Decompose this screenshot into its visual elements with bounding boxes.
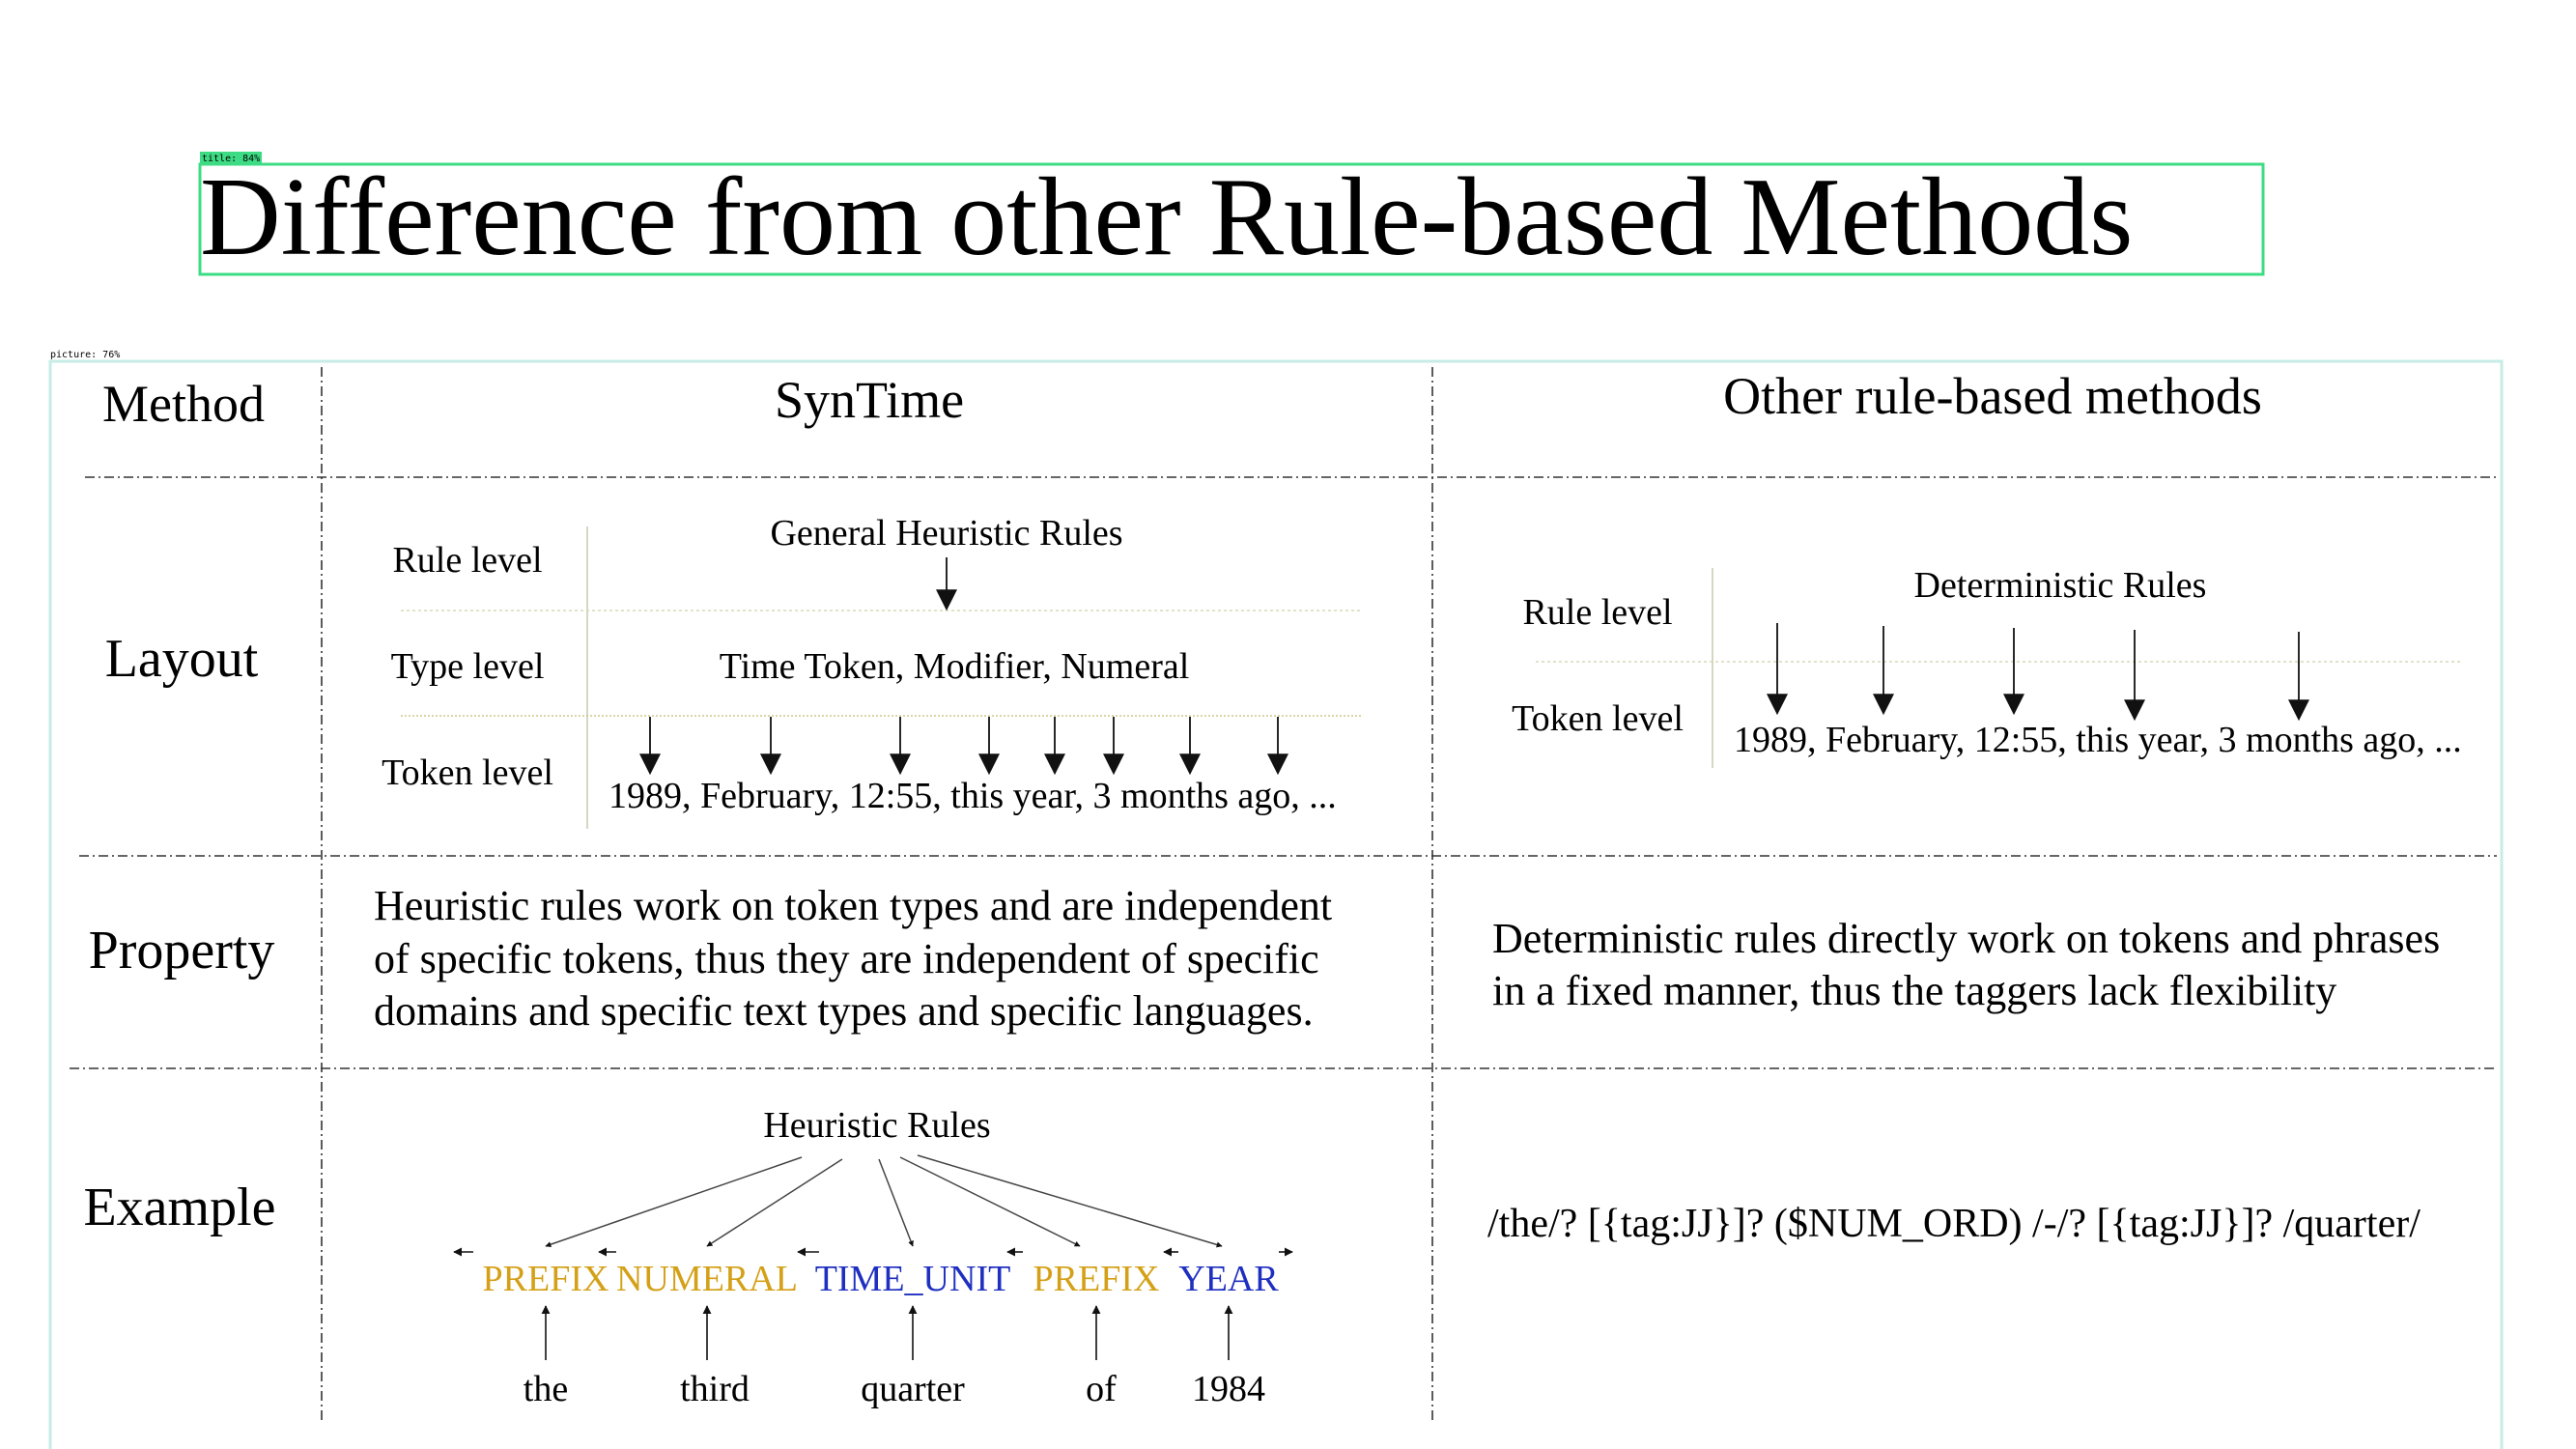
- example-word-arrows: [541, 1305, 1233, 1360]
- row-label-property: Property: [89, 921, 275, 980]
- example-tag: YEAR: [1178, 1259, 1279, 1299]
- example-tag-row: PREFIX NUMERAL TIME_UNIT PREFIX YEAR: [483, 1259, 1280, 1299]
- header-method: Method: [102, 375, 265, 433]
- syntime-types-text: Time Token, Modifier, Numeral: [720, 646, 1190, 687]
- example-word: 1984: [1192, 1369, 1265, 1409]
- header-syntime: SynTime: [775, 371, 964, 429]
- example-rule-arrow: [899, 1156, 1081, 1247]
- slide-title: Difference from other Rule-based Methods: [200, 156, 2133, 279]
- syntime-type-level-label: Type level: [391, 646, 545, 687]
- example-tag: PREFIX: [483, 1259, 609, 1299]
- title-annotation: title: 84%: [198, 152, 2265, 276]
- other-example-pattern: /the/? [{tag:JJ}]? ($NUM_ORD) /-/? [{tag…: [1487, 1202, 2420, 1246]
- example-rule-arrow: [917, 1154, 1223, 1248]
- example-word: quarter: [861, 1369, 965, 1409]
- example-tag: PREFIX: [1033, 1259, 1160, 1299]
- example-rule-arrow: [545, 1156, 803, 1248]
- syntime-example-diagram: Heuristic Rules PREFIX NUMERAL TIME_UNIT PR…: [453, 1105, 1293, 1409]
- syntime-tokens-text: 1989, February, 12:55, this year, 3 mont…: [609, 776, 1337, 816]
- picture-annotation-tag: picture: 76%: [50, 350, 120, 360]
- syntime-layout-diagram: Rule level Type level Token level Genera…: [382, 513, 1362, 829]
- example-word: of: [1086, 1369, 1117, 1409]
- other-property-text: Deterministic rules directly work on tok…: [1492, 915, 2440, 1014]
- row-label-example: Example: [83, 1178, 275, 1237]
- syntime-property-line: domains and specific text types and spec…: [374, 987, 1314, 1035]
- other-token-arrows: [1767, 623, 2309, 722]
- other-tokens-text: 1989, February, 12:55, this year, 3 mont…: [1734, 720, 2462, 760]
- example-rule-arrows: [545, 1154, 1223, 1248]
- other-rule-level-label: Rule level: [1522, 592, 1672, 633]
- syntime-property-line: of specific tokens, thus they are indepe…: [374, 935, 1319, 982]
- title-annotation-tag: title: 84%: [202, 154, 260, 164]
- syntime-property-line: Heuristic rules work on token types and …: [374, 882, 1332, 929]
- syntime-token-level-label: Token level: [382, 753, 553, 793]
- example-word: third: [680, 1369, 750, 1409]
- other-property-line: in a fixed manner, thus the taggers lack…: [1492, 967, 2336, 1014]
- other-rules-text: Deterministic Rules: [1914, 565, 2207, 606]
- example-rule-arrow: [878, 1158, 914, 1247]
- example-tag: NUMERAL: [616, 1259, 798, 1299]
- example-word: the: [524, 1369, 568, 1409]
- syntime-token-arrows: [639, 717, 1288, 776]
- example-rule-arrow: [706, 1158, 843, 1247]
- picture-annotation: picture: 76%: [48, 350, 2504, 1449]
- syntime-rule-level-label: Rule level: [392, 540, 542, 581]
- header-other: Other rule-based methods: [1723, 367, 2262, 425]
- table-grid: [70, 367, 2497, 1420]
- example-tag: TIME_UNIT: [815, 1259, 1011, 1299]
- other-property-line: Deterministic rules directly work on tok…: [1492, 915, 2440, 962]
- syntime-rules-text: General Heuristic Rules: [770, 513, 1122, 554]
- row-label-layout: Layout: [105, 629, 259, 689]
- example-rules-text: Heuristic Rules: [763, 1105, 990, 1146]
- other-token-level-label: Token level: [1512, 698, 1684, 739]
- other-layout-diagram: Rule level Token level Deterministic Rul…: [1512, 565, 2462, 768]
- syntime-property-text: Heuristic rules work on token types and …: [374, 882, 1332, 1035]
- example-word-row: the third quarter of 1984: [524, 1369, 1265, 1409]
